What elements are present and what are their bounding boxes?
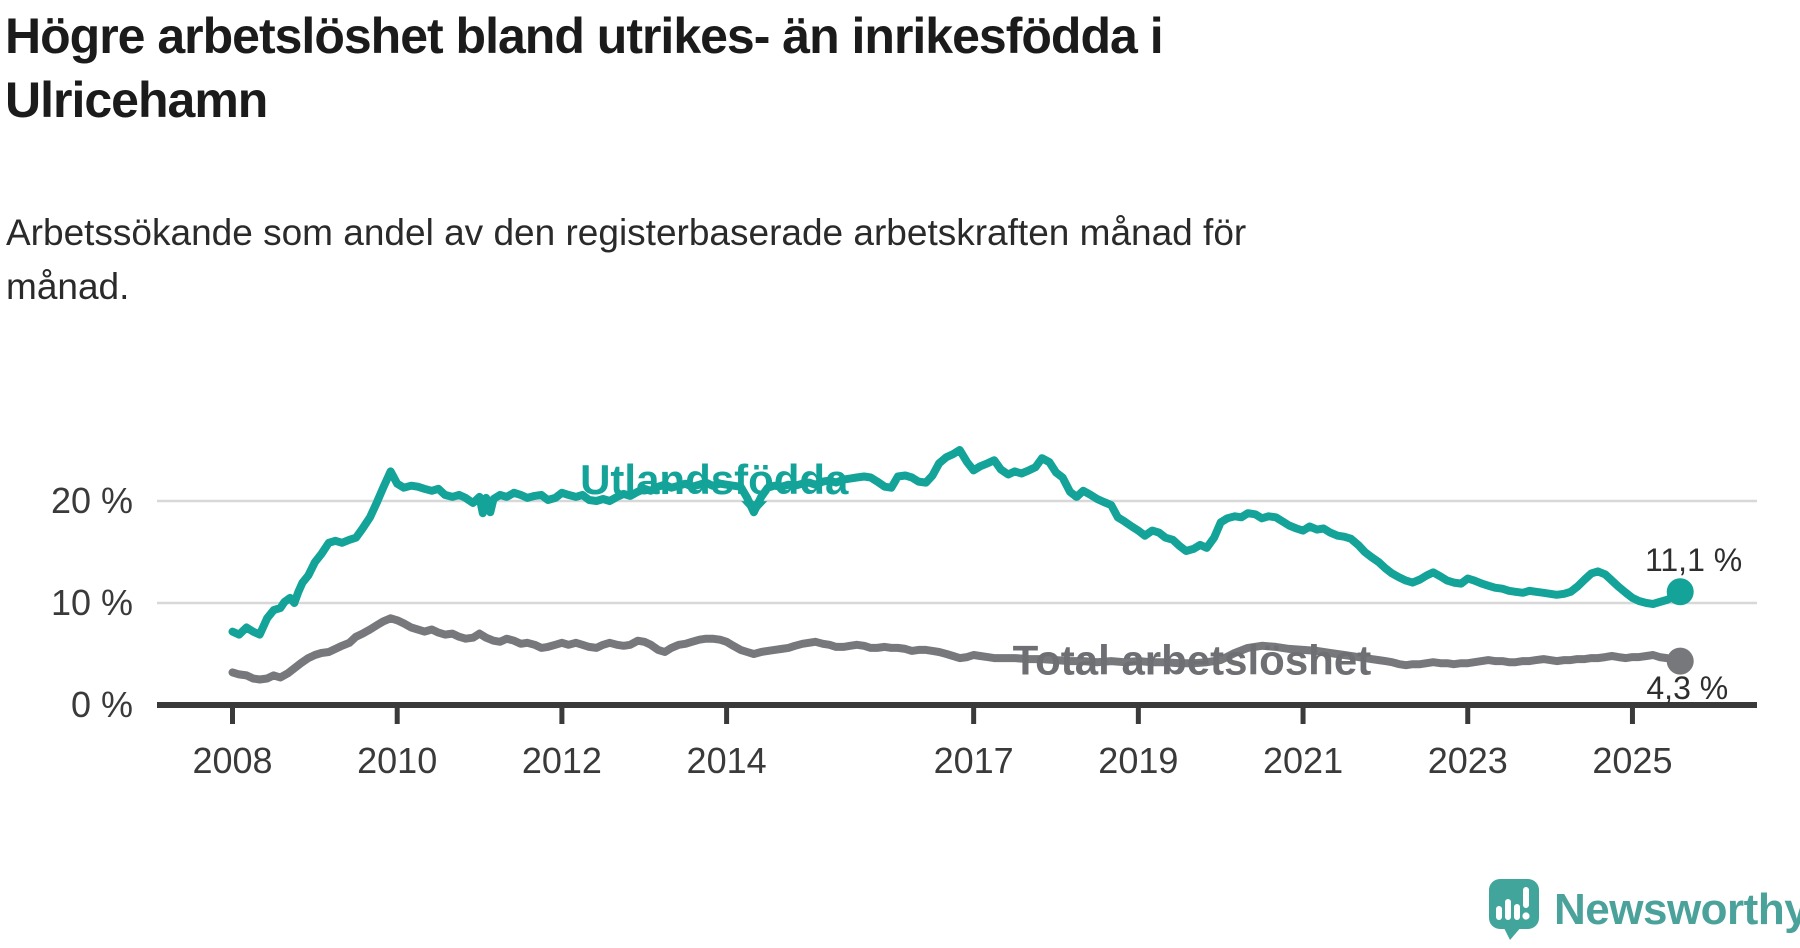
x-tick-label: 2008 <box>192 740 272 781</box>
newsworthy-brand-name: Newsworthy <box>1554 884 1800 934</box>
end-value-label: 4,3 % <box>1646 670 1728 706</box>
end-value-label: 11,1 % <box>1645 542 1742 578</box>
chart-subtitle-line2: månad. <box>6 266 130 307</box>
y-tick-label: 10 % <box>51 582 133 623</box>
chart-subtitle: Arbetssökande som andel av den registerb… <box>6 206 1466 314</box>
x-tick-label: 2023 <box>1428 740 1508 781</box>
x-tick-label: 2012 <box>522 740 602 781</box>
y-tick-label: 0 % <box>71 684 133 725</box>
chart-title: Högre arbetslöshet bland utrikes- än inr… <box>5 4 1235 132</box>
x-tick-label: 2019 <box>1098 740 1178 781</box>
x-tick-label: 2017 <box>934 740 1014 781</box>
series-end-dot <box>1666 647 1694 675</box>
series-label: Total arbetslöshet <box>1013 637 1372 684</box>
series-label: Utlandsfödda <box>580 456 849 503</box>
x-tick-label: 2014 <box>687 740 767 781</box>
chart-title-line1: Högre arbetslöshet bland utrikes- än inr… <box>5 8 1164 64</box>
chart-title-line2: Ulricehamn <box>5 72 268 128</box>
x-tick-label: 2010 <box>357 740 437 781</box>
series-line-total-arbetsloshet <box>228 614 1685 684</box>
newsworthy-logo: Newsworthy <box>1488 878 1800 941</box>
x-tick-label: 2021 <box>1263 740 1343 781</box>
series-label-pointer-icon <box>741 501 768 516</box>
chart-subtitle-line1: Arbetssökande som andel av den registerb… <box>6 212 1247 253</box>
y-tick-label: 20 % <box>51 480 133 521</box>
newsworthy-speech-bubble-chart-icon <box>1489 879 1539 940</box>
series-line-utlandsfodda <box>228 446 1685 639</box>
x-tick-label: 2025 <box>1592 740 1672 781</box>
series-end-dot <box>1666 578 1694 606</box>
